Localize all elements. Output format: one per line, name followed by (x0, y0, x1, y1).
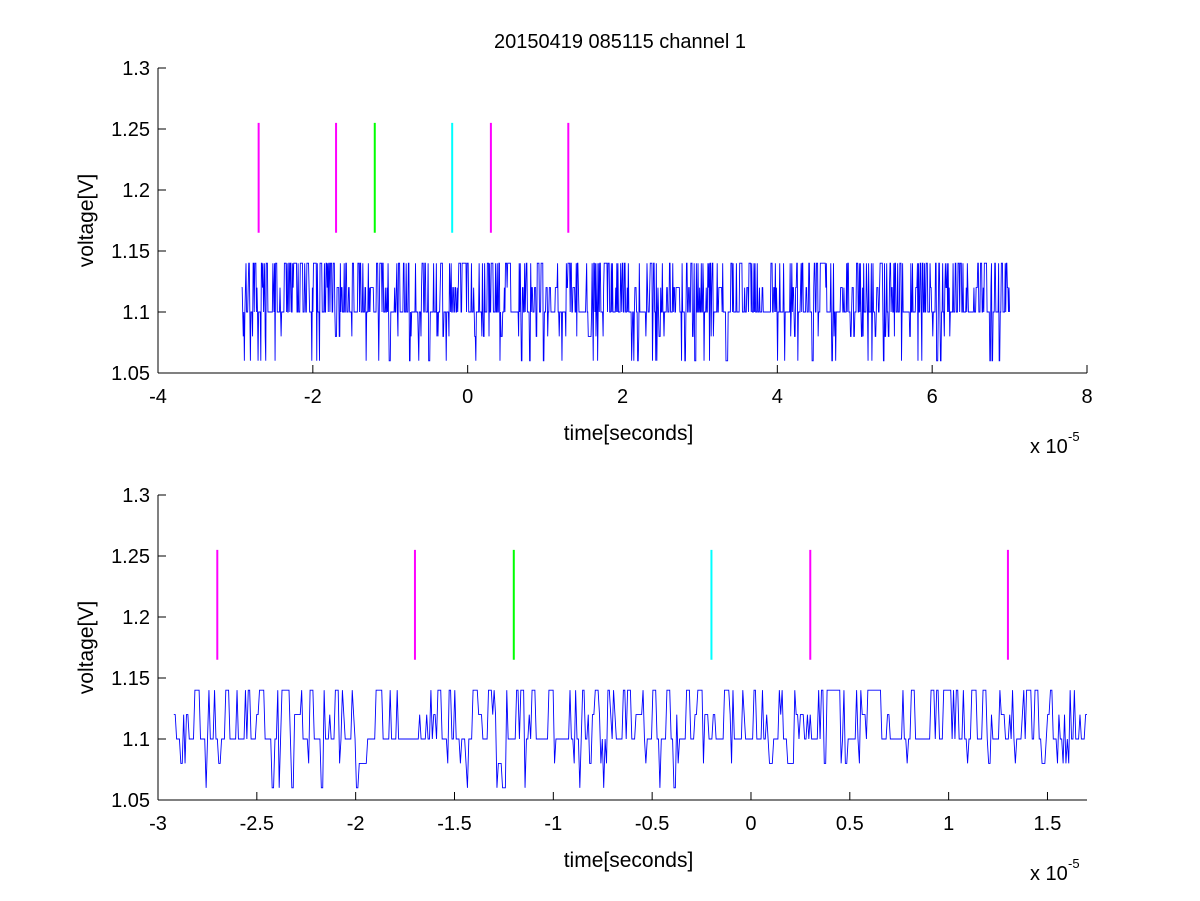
x-tick-label: -2 (304, 386, 322, 408)
x-exponent-power: -5 (1068, 429, 1080, 444)
x-exponent-label: x 10 (1030, 436, 1068, 458)
y-tick-label: 1.25 (111, 546, 150, 568)
y-tick-label: 1.3 (122, 485, 150, 507)
x-tick-label: -4 (149, 386, 167, 408)
y-tick-label: 1.05 (111, 363, 150, 385)
y-tick-label: 1.15 (111, 241, 150, 263)
y-tick-label: 1.1 (122, 729, 150, 751)
x-tick-label: -2 (347, 813, 365, 835)
voltage-trace (173, 689, 1087, 789)
x-tick-label: 1 (943, 813, 954, 835)
x-tick-label: -3 (149, 813, 167, 835)
x-axis-label: time[seconds] (564, 422, 694, 445)
x-tick-label: -2.5 (240, 813, 274, 835)
x-tick-label: 4 (772, 386, 783, 408)
y-axis-label: voltage[V] (75, 174, 98, 267)
x-tick-label: 8 (1081, 386, 1092, 408)
figure-title: 20150419 085115 channel 1 (494, 31, 746, 53)
y-tick-label: 1.2 (122, 180, 150, 202)
y-tick-label: 1.1 (122, 302, 150, 324)
x-tick-label: -1 (544, 813, 562, 835)
y-tick-label: 1.05 (111, 790, 150, 812)
bottom-axes: -3 -2.5 -2 -1.5 -1 -0.5 0 0.5 1 1.5 1.05 1.1 1.15 1.2… (75, 485, 1087, 885)
x-tick-label: -0.5 (635, 813, 669, 835)
x-exponent-label: x 10 (1030, 863, 1068, 885)
x-tick-label: 0.5 (836, 813, 864, 835)
y-tick-label: 1.25 (111, 119, 150, 141)
x-tick-label: 1.5 (1034, 813, 1062, 835)
x-tick-label: 0 (462, 386, 473, 408)
y-tick-label: 1.2 (122, 607, 150, 629)
y-axis-label: voltage[V] (75, 601, 98, 694)
y-tick-label: 1.15 (111, 668, 150, 690)
x-tick-label: 2 (617, 386, 628, 408)
voltage-trace (241, 262, 1011, 362)
x-tick-label: -1.5 (437, 813, 471, 835)
x-tick-label: 0 (745, 813, 756, 835)
x-exponent-power: -5 (1068, 856, 1080, 871)
x-tick-label: 6 (927, 386, 938, 408)
x-axis-label: time[seconds] (564, 849, 694, 872)
y-tick-label: 1.3 (122, 58, 150, 80)
top-axes: -4 -2 0 2 4 6 8 1.05 1.1 1.15 1.2 1.25 1.3 time[secon… (75, 58, 1093, 458)
